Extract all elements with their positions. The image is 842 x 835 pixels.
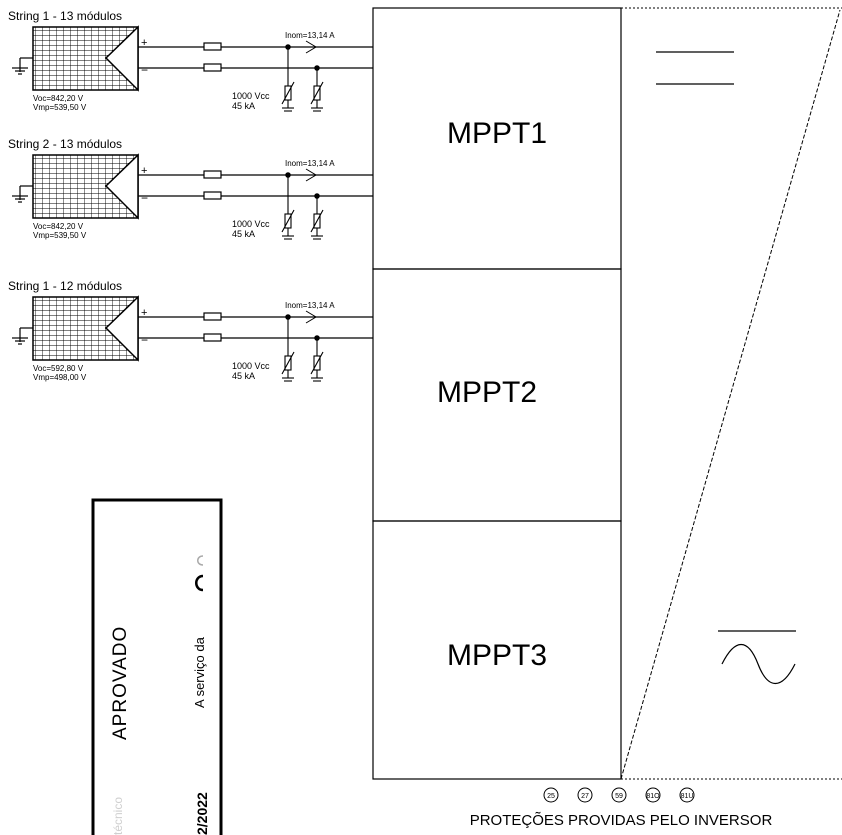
- ground-icon: [12, 185, 33, 203]
- pv-string-1: String 1 - 13 módulos + − Voc=842,20 VVmp=5…: [8, 9, 373, 112]
- protection-codes: 25 27 59 81O 81U: [543, 787, 695, 803]
- spd-current-label: 45 kA: [232, 371, 255, 381]
- protection-code-badge: [645, 787, 661, 803]
- ground-icon: [12, 57, 33, 75]
- fuse-icon: [203, 312, 222, 342]
- inom-label: Inom=13,14 A: [285, 159, 335, 168]
- dc-symbol-icon: [656, 51, 734, 85]
- vmp-label: Vmp=539,50 V: [33, 103, 87, 112]
- plus-terminal: +: [141, 165, 147, 177]
- dc-conductors: [138, 316, 373, 339]
- pv-array-icon: [32, 295, 139, 362]
- fuse-icon: [203, 42, 222, 72]
- protection-code-badge: [543, 787, 559, 803]
- protection-code-badge: [577, 787, 593, 803]
- stamp-logo-icon: [195, 574, 204, 592]
- mppt1-label: MPPT1: [447, 117, 547, 150]
- plus-terminal: +: [141, 307, 147, 319]
- mppt-block-group: [372, 7, 622, 780]
- mppt3-label: MPPT3: [447, 639, 547, 672]
- stamp-service-text: A serviço da: [192, 636, 207, 708]
- dc-conductors: [138, 174, 373, 197]
- protection-code: 59: [615, 793, 623, 800]
- stamp-status: APROVADO: [110, 626, 131, 740]
- approval-stamp: APROVADO A serviço da 2/2022 técnico: [91, 498, 223, 835]
- vmp-label: Vmp=498,00 V: [33, 373, 87, 382]
- stamp-date: 2/2022: [194, 792, 210, 835]
- inom-label: Inom=13,14 A: [285, 301, 335, 310]
- inverter-box: [620, 7, 842, 780]
- minus-terminal: −: [141, 63, 148, 77]
- spd-voltage-label: 1000 Vcc: [232, 361, 270, 371]
- voc-label: Voc=842,20 V: [33, 94, 84, 103]
- stamp-faded-text: técnico: [111, 797, 125, 835]
- ground-icon: [12, 327, 33, 345]
- current-arrow-icon: [305, 40, 317, 54]
- protection-code: 81O: [646, 793, 660, 800]
- protection-code: 25: [547, 793, 555, 800]
- plus-terminal: +: [141, 37, 147, 49]
- spd-current-label: 45 kA: [232, 229, 255, 239]
- surge-protector-icon: [281, 172, 324, 240]
- vmp-label: Vmp=539,50 V: [33, 231, 87, 240]
- protection-code-badge: [679, 787, 695, 803]
- spd-current-label: 45 kA: [232, 101, 255, 111]
- voc-label: Voc=842,20 V: [33, 222, 84, 231]
- inom-label: Inom=13,14 A: [285, 31, 335, 40]
- protection-code: 27: [581, 793, 589, 800]
- dc-conductors: [138, 46, 373, 69]
- surge-protector-icon: [281, 44, 324, 112]
- string-title: String 2 - 13 módulos: [8, 137, 122, 151]
- surge-protector-icon: [281, 314, 324, 382]
- fuse-icon: [203, 170, 222, 200]
- sine-wave-icon: [718, 630, 796, 684]
- protection-code-badge: [611, 787, 627, 803]
- mppt3-box: [372, 520, 622, 780]
- pv-string-3: String 1 - 12 módulos + − Voc=592,80 VVmp=4…: [8, 279, 373, 382]
- current-arrow-icon: [305, 310, 317, 324]
- string-title: String 1 - 13 módulos: [8, 9, 122, 23]
- pv-array-icon: [32, 25, 139, 92]
- string-title: String 1 - 12 módulos: [8, 279, 122, 293]
- protections-caption: PROTEÇÕES PROVIDAS PELO INVERSOR: [470, 812, 773, 829]
- spd-voltage-label: 1000 Vcc: [232, 219, 270, 229]
- minus-terminal: −: [141, 333, 148, 347]
- voc-label: Voc=592,80 V: [33, 364, 84, 373]
- protection-code: 81U: [681, 793, 694, 800]
- minus-terminal: −: [141, 191, 148, 205]
- pv-array-icon: [32, 153, 139, 220]
- current-arrow-icon: [305, 168, 317, 182]
- spd-voltage-label: 1000 Vcc: [232, 91, 270, 101]
- pv-string-2: String 2 - 13 módulos + − Voc=842,20 VVmp=5…: [8, 137, 373, 240]
- mppt2-label: MPPT2: [437, 376, 537, 409]
